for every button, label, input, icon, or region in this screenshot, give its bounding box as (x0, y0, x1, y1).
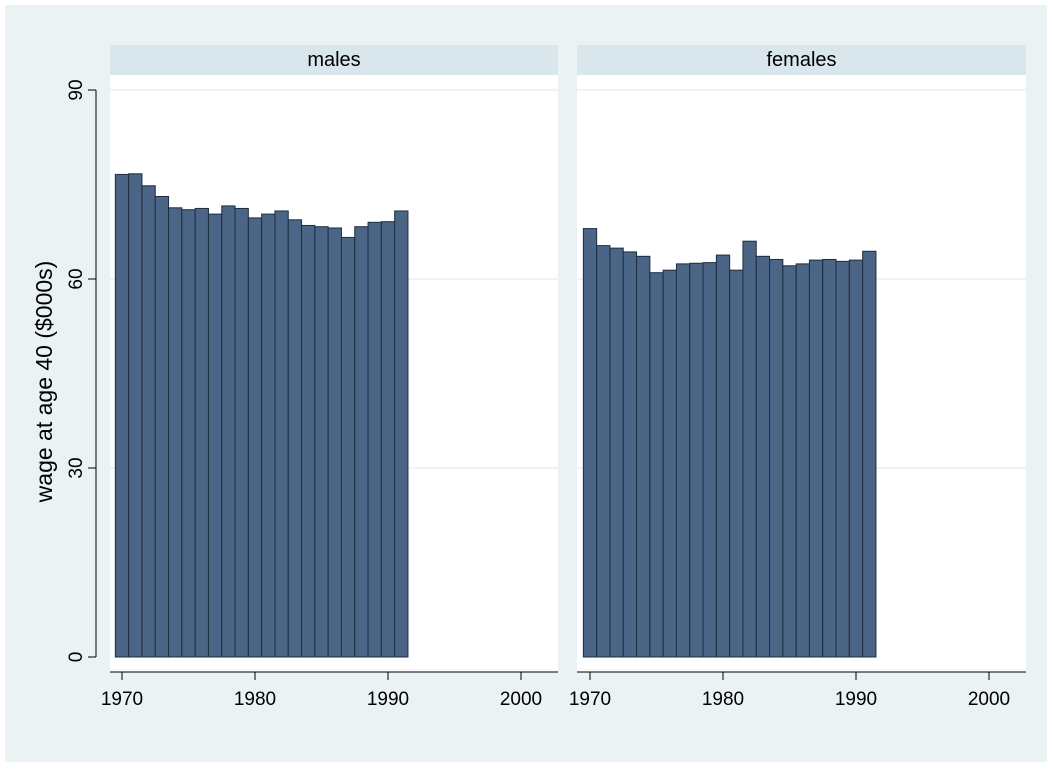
bar (168, 207, 183, 658)
bar (662, 269, 677, 658)
bar (862, 250, 877, 658)
bar (314, 226, 329, 658)
x-tick-label: 1970 (101, 689, 143, 710)
bar (394, 210, 409, 658)
bar (154, 195, 170, 658)
bar (207, 213, 223, 658)
bar (141, 185, 156, 658)
bar (715, 254, 731, 658)
bar (795, 263, 810, 658)
x-tick-label: 1990 (367, 689, 409, 710)
bar (596, 245, 611, 658)
bar (261, 213, 276, 658)
bar (380, 221, 396, 658)
bar (221, 205, 236, 658)
bar (835, 260, 850, 658)
bar (247, 217, 263, 658)
panel-title: males (307, 49, 360, 71)
bar (689, 262, 704, 658)
bar (636, 255, 651, 658)
panel-header (577, 45, 1026, 75)
bar (114, 173, 130, 658)
bar (649, 272, 664, 658)
bar (729, 269, 744, 658)
y-tick-label: 90 (66, 79, 87, 100)
bar (367, 221, 382, 658)
y-tick-label: 30 (66, 457, 87, 478)
bar (340, 236, 356, 658)
bar (181, 209, 196, 658)
x-tick-label: 2000 (500, 689, 542, 710)
bar (582, 228, 598, 658)
bar (287, 219, 303, 658)
bar (822, 258, 837, 658)
bar (609, 247, 624, 658)
bar (622, 251, 638, 658)
x-tick-label: 1980 (234, 689, 276, 710)
bar (354, 226, 369, 658)
x-tick-label: 1990 (835, 689, 877, 710)
bar (327, 227, 342, 658)
x-tick-label: 2000 (968, 689, 1010, 710)
bar (769, 258, 784, 658)
bar (301, 224, 316, 658)
bar (675, 263, 691, 658)
bar (782, 265, 797, 658)
bar (742, 240, 757, 658)
bar (194, 207, 209, 658)
x-tick-label: 1980 (702, 689, 744, 710)
y-tick-label: 60 (66, 268, 87, 289)
y-tick-label: 0 (66, 652, 87, 663)
bar (808, 259, 824, 658)
y-axis-label: wage at age 40 ($000s) (31, 261, 57, 504)
bar (702, 262, 717, 658)
panel-header (110, 45, 558, 75)
bar (848, 259, 864, 658)
bar (274, 210, 289, 658)
x-tick-label: 1970 (569, 689, 611, 710)
bar (234, 207, 249, 658)
bar (128, 173, 143, 658)
panel-title: females (766, 49, 836, 71)
bar (755, 255, 771, 658)
